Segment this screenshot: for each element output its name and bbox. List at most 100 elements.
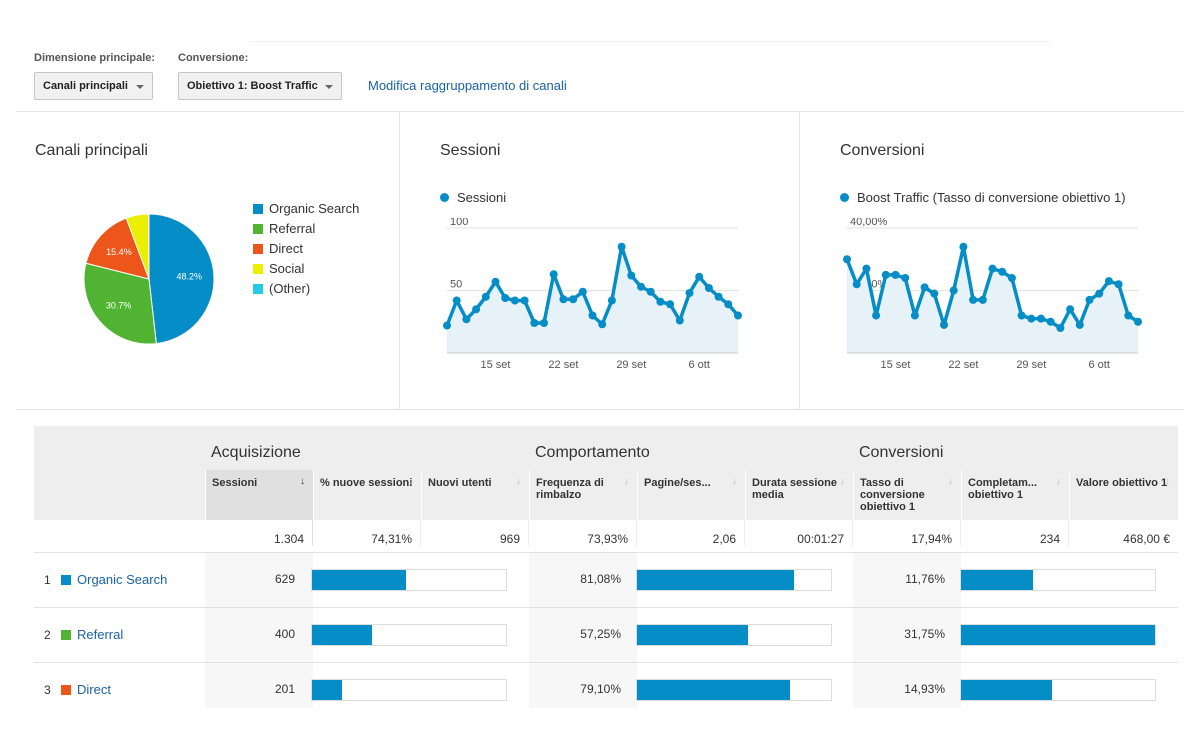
legend-swatch <box>253 284 263 294</box>
bar-fill <box>961 625 1155 645</box>
area-fill <box>447 246 738 353</box>
col-header-new-sessions[interactable]: % nuove sessioni ↓ <box>313 470 421 546</box>
data-point <box>1095 289 1104 298</box>
data-point <box>1124 311 1133 320</box>
legend-item-social[interactable]: Social <box>253 259 359 279</box>
data-point <box>1085 295 1094 304</box>
data-point <box>881 270 890 279</box>
data-point <box>510 296 519 305</box>
x-tick-label: 6 ott <box>688 359 709 371</box>
channel-link[interactable]: Direct <box>77 682 111 697</box>
data-point <box>627 271 636 280</box>
col-header-completions[interactable]: Completam... obiettivo 1 ↓ <box>961 470 1069 546</box>
pie-legend: Organic Search Referral Direct Social (O… <box>253 199 359 299</box>
bounce-rate-value: 81,08% <box>580 572 621 586</box>
y-tick-label: 40,00% <box>850 218 888 228</box>
bounce-rate-bar <box>636 569 832 591</box>
conv-rate-bar <box>960 679 1156 701</box>
col-header-label: Tasso di conversione obiettivo 1 <box>860 477 925 513</box>
data-point <box>843 255 851 264</box>
conversion-dropdown[interactable]: Obiettivo 1: Boost Traffic <box>178 72 342 100</box>
pie-data-label: 15.4% <box>106 247 132 257</box>
data-point <box>607 296 616 305</box>
conversions-series-legend[interactable]: Boost Traffic (Tasso di conversione obie… <box>840 190 1126 205</box>
data-point <box>1017 311 1026 320</box>
legend-item-organic-search[interactable]: Organic Search <box>253 199 359 219</box>
row-index: 3 <box>44 683 51 697</box>
x-tick-label: 22 set <box>948 359 978 371</box>
col-header-label: Valore obiettivo 1 <box>1076 477 1168 489</box>
col-header-pages-per-session[interactable]: Pagine/ses... ↓ <box>637 470 745 546</box>
row-index: 1 <box>44 573 51 587</box>
x-tick-label: 22 set <box>548 359 578 371</box>
legend-swatch <box>253 204 263 214</box>
x-tick-label: 15 set <box>481 359 511 371</box>
series-label: Sessioni <box>457 190 507 205</box>
data-point <box>920 283 929 292</box>
top-divider <box>250 41 1050 42</box>
sort-icon: ↓ <box>408 476 413 487</box>
group-acquisition: Acquisizione <box>211 444 301 461</box>
row-color-swatch <box>61 575 71 585</box>
legend-label: (Other) <box>269 281 311 296</box>
data-point <box>578 287 587 296</box>
pie-slice <box>148 213 215 345</box>
sort-down-icon: ↓ <box>300 476 305 487</box>
cell-bg <box>853 608 961 663</box>
data-point <box>1037 314 1045 323</box>
data-point <box>1104 277 1113 286</box>
sessions-line-chart: 100 50 15 set 22 set 29 set 6 ott <box>443 218 742 371</box>
data-point <box>443 321 451 330</box>
row-color-swatch <box>61 630 71 640</box>
col-header-bounce-rate[interactable]: Frequenza di rimbalzo ↓ <box>529 470 637 546</box>
panel-divider-2 <box>799 111 800 409</box>
series-dot-icon <box>840 193 849 202</box>
col-header-value[interactable]: Valore obiettivo 1 ↓ <box>1069 470 1178 546</box>
data-point <box>704 284 713 292</box>
col-header-label: % nuove sessioni <box>320 477 413 489</box>
x-tick-label: 29 set <box>616 359 646 371</box>
sessions-series-legend[interactable]: Sessioni <box>440 190 506 205</box>
bar-fill <box>637 680 791 700</box>
primary-dimension-dropdown[interactable]: Canali principali <box>34 72 153 100</box>
data-point <box>569 295 578 304</box>
sort-icon: ↓ <box>624 476 629 487</box>
sessions-bar <box>311 624 507 646</box>
data-point <box>452 296 461 305</box>
col-header-new-users[interactable]: Nuovi utenti ↓ <box>421 470 529 546</box>
sessions-bar <box>311 569 507 591</box>
total-pages-per-session: 2,06 <box>638 520 744 552</box>
total-completions: 234 <box>962 520 1068 552</box>
x-tick-label: 15 set <box>881 359 911 371</box>
table-row: 1 Organic Search 629 81,08% 11,76% <box>34 552 1178 608</box>
legend-item-referral[interactable]: Referral <box>253 219 359 239</box>
legend-item-direct[interactable]: Direct <box>253 239 359 259</box>
bar-fill <box>961 570 1033 590</box>
legend-item-other[interactable]: (Other) <box>253 279 359 299</box>
data-point <box>998 267 1007 276</box>
x-tick-label: 29 set <box>1016 359 1046 371</box>
data-point <box>675 316 684 325</box>
bounce-rate-value: 79,10% <box>580 682 621 696</box>
conversion-label: Conversione: <box>178 52 249 64</box>
data-point <box>1134 317 1142 326</box>
data-point <box>472 305 481 314</box>
pie-slice <box>83 262 157 345</box>
channel-link[interactable]: Referral <box>77 627 124 642</box>
modify-channel-grouping-link[interactable]: Modifica raggruppamento di canali <box>368 78 567 93</box>
channels-pie-chart: 48.2% 30.7% 15.4% <box>83 213 215 345</box>
col-header-conv-rate[interactable]: Tasso di conversione obiettivo 1 ↓ <box>853 470 961 546</box>
data-point <box>646 287 655 296</box>
data-point <box>540 319 548 327</box>
data-point <box>501 294 510 302</box>
data-point <box>872 311 881 320</box>
cell-bg <box>205 663 313 708</box>
bounce-rate-bar <box>636 624 832 646</box>
channels-table: Acquisizione Comportamento Conversioni S… <box>34 426 1178 708</box>
group-conversions: Conversioni <box>859 444 944 461</box>
row-index: 2 <box>44 628 51 642</box>
legend-swatch <box>253 224 263 234</box>
col-header-avg-duration[interactable]: Durata sessione media ↓ <box>745 470 853 546</box>
area-fill <box>847 246 1138 353</box>
channel-link[interactable]: Organic Search <box>77 572 168 587</box>
